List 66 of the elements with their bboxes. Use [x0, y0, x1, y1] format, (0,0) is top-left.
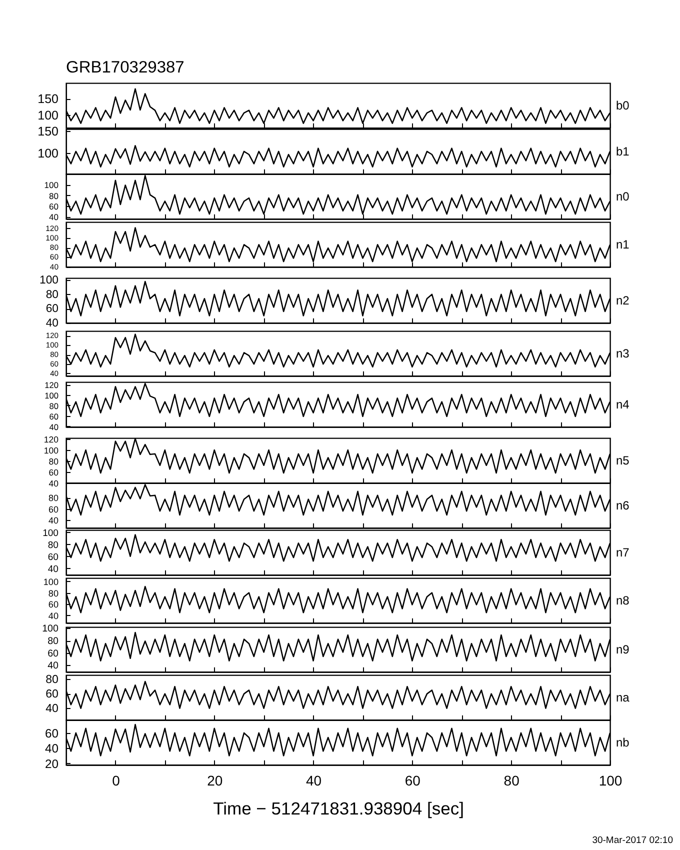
series-label: n1: [616, 237, 630, 252]
y-tick-label: 40: [48, 610, 58, 621]
y-tick-label: 60: [48, 600, 58, 610]
series-label: na: [616, 690, 630, 704]
y-tick-label: 60: [49, 411, 59, 422]
x-axis-title: Time − 512471831.938904 [sec]: [213, 798, 464, 818]
y-tick-label: 120: [44, 434, 59, 445]
series-label: nb: [616, 735, 630, 750]
series-label: n8: [616, 593, 630, 608]
y-tick-label: 100: [44, 390, 59, 401]
y-tick-label: 40: [46, 317, 58, 330]
y-tick-label: 100: [42, 624, 60, 635]
text: 30-Mar-2017 02:10: [592, 834, 673, 846]
y-tick-label: 80: [48, 456, 59, 466]
y-tick-label: 60: [44, 726, 59, 740]
y-tick-label: 80: [48, 636, 60, 648]
y-tick-label: 80: [46, 288, 58, 301]
y-tick-label: 60: [48, 504, 59, 514]
y-tick-label: 150: [38, 124, 59, 139]
x-tick-label: 80: [504, 772, 520, 788]
y-tick-label: 100: [38, 108, 59, 122]
y-tick-label: 100: [44, 180, 59, 190]
y-tick-label: 80: [48, 588, 58, 598]
y-tick-label: 100: [42, 528, 58, 539]
series-label: b1: [616, 144, 630, 158]
x-tick-label: 0: [112, 772, 120, 788]
series-label: n0: [616, 189, 630, 204]
series-label: n5: [616, 453, 630, 468]
series-label: n3: [616, 346, 630, 360]
y-tick-label: 120: [44, 380, 59, 390]
y-tick-label: 40: [46, 702, 58, 715]
y-tick-label: 60: [48, 467, 59, 478]
y-tick-label: 80: [46, 674, 58, 686]
x-tick-label: 20: [207, 772, 223, 788]
y-tick-label: 80: [48, 493, 59, 504]
y-tick-label: 40: [44, 742, 59, 756]
y-tick-label: 40: [48, 478, 59, 488]
y-tick-label: 60: [46, 303, 58, 316]
y-tick-label: 40: [48, 564, 58, 575]
y-tick-label: 40: [49, 422, 59, 432]
chart-title: GRB170329387: [66, 58, 184, 76]
y-tick-label: 40: [48, 660, 60, 672]
series-label: n4: [616, 397, 630, 412]
y-tick-label: 80: [48, 540, 58, 551]
y-tick-label: 60: [49, 202, 59, 212]
y-tick-label: 100: [40, 274, 58, 287]
y-tick-label: 100: [43, 576, 58, 587]
y-tick-label: 60: [48, 552, 58, 563]
x-tick-label: 40: [306, 772, 322, 788]
series-label: n9: [616, 642, 630, 656]
y-tick-label: 40: [48, 516, 59, 526]
y-tick-label: 60: [48, 648, 60, 660]
x-tick-label: 60: [404, 772, 421, 788]
y-tick-label: 100: [38, 146, 59, 161]
y-tick-label: 100: [44, 446, 59, 456]
y-tick-label: 60: [46, 688, 58, 700]
y-tick-label: 80: [49, 190, 59, 201]
y-tick-label: 150: [38, 92, 59, 106]
y-tick-label: 40: [49, 212, 59, 222]
y-tick-label: 80: [49, 400, 59, 411]
y-tick-label: 20: [44, 756, 59, 771]
series-label: b0: [616, 98, 630, 112]
x-tick-label: 100: [598, 772, 622, 788]
series-label: n6: [616, 498, 630, 512]
series-label: n2: [616, 293, 630, 308]
series-label: n7: [616, 545, 630, 560]
